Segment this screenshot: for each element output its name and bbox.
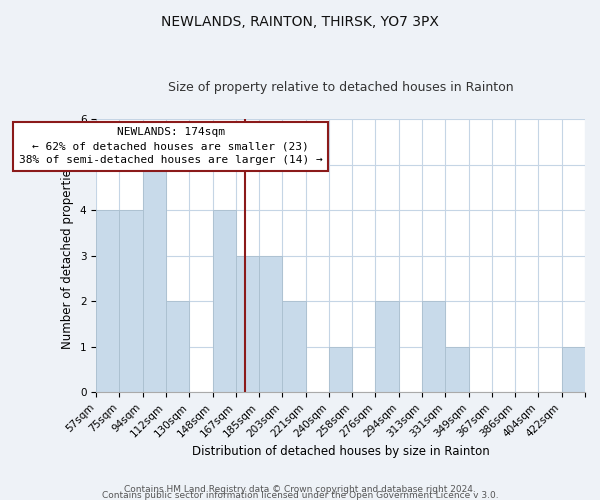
- Bar: [376, 302, 399, 392]
- Bar: [259, 256, 283, 392]
- X-axis label: Distribution of detached houses by size in Rainton: Distribution of detached houses by size …: [191, 444, 490, 458]
- Bar: [562, 347, 585, 393]
- Bar: [422, 302, 445, 392]
- Title: Size of property relative to detached houses in Rainton: Size of property relative to detached ho…: [168, 82, 514, 94]
- Bar: [445, 347, 469, 393]
- Text: Contains public sector information licensed under the Open Government Licence v : Contains public sector information licen…: [101, 490, 499, 500]
- Text: NEWLANDS, RAINTON, THIRSK, YO7 3PX: NEWLANDS, RAINTON, THIRSK, YO7 3PX: [161, 15, 439, 29]
- Bar: [283, 302, 305, 392]
- Bar: [166, 302, 189, 392]
- Text: NEWLANDS: 174sqm
← 62% of detached houses are smaller (23)
38% of semi-detached : NEWLANDS: 174sqm ← 62% of detached house…: [19, 128, 322, 166]
- Bar: [119, 210, 143, 392]
- Text: Contains HM Land Registry data © Crown copyright and database right 2024.: Contains HM Land Registry data © Crown c…: [124, 484, 476, 494]
- Y-axis label: Number of detached properties: Number of detached properties: [61, 163, 74, 349]
- Bar: [212, 210, 236, 392]
- Bar: [236, 256, 259, 392]
- Bar: [96, 210, 119, 392]
- Bar: [143, 165, 166, 392]
- Bar: [329, 347, 352, 393]
